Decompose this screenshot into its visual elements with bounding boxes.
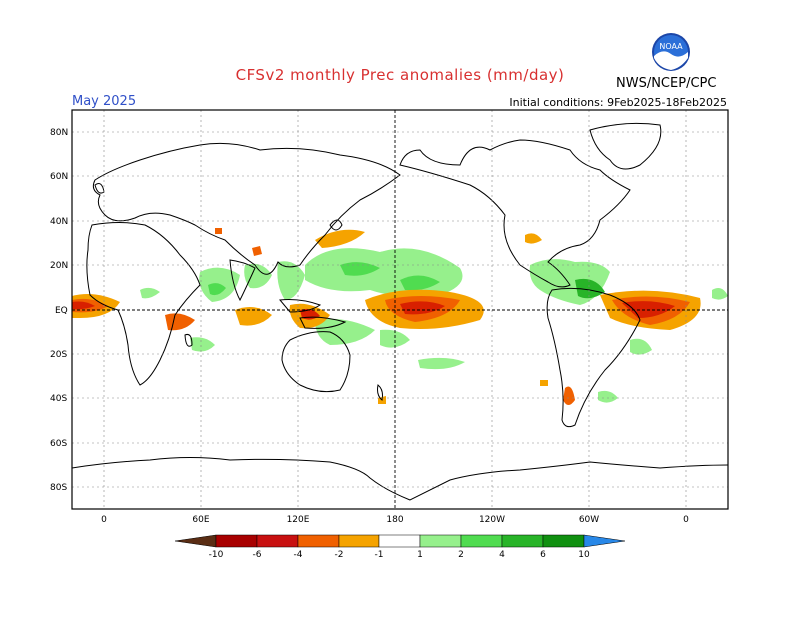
lon-label: 0 — [101, 515, 107, 525]
equator-dateline — [72, 110, 728, 509]
lat-label: 40N — [50, 217, 68, 227]
colorbar-bin — [297, 534, 340, 548]
colorbar-label: -2 — [335, 550, 344, 560]
colorbar-low-arrow — [174, 534, 217, 548]
colorbar-label: 1 — [417, 550, 423, 560]
lon-label: 60E — [192, 515, 209, 525]
lon-label: 180 — [386, 515, 403, 525]
lat-labels: 80N 60N 40N 20N EQ 20S 40S 60S 80S — [50, 128, 68, 493]
wet-anomalies — [140, 248, 728, 403]
agency-label: NWS/NCEP/CPC — [616, 76, 717, 91]
lat-label: EQ — [55, 306, 68, 316]
lat-label: 80S — [50, 483, 67, 493]
logo-text: NOAA — [659, 42, 683, 51]
lat-label: 20S — [50, 350, 67, 360]
graticule — [72, 110, 728, 509]
map-frame — [71, 109, 729, 510]
colorbar-label: 10 — [578, 550, 590, 560]
colorbar-bin — [419, 534, 462, 548]
lon-label: 0 — [683, 515, 689, 525]
lat-label: 60S — [50, 439, 67, 449]
colorbar-label: -1 — [375, 550, 384, 560]
dry-anomalies — [72, 228, 701, 405]
colorbar-label: 4 — [499, 550, 505, 560]
colorbar-high-arrow — [583, 534, 626, 548]
valid-month: May 2025 — [72, 94, 137, 109]
lon-labels: 0 60E 120E 180 120W 60W 0 — [101, 515, 689, 525]
lon-label: 60W — [579, 515, 599, 525]
lat-label: 80N — [50, 128, 68, 138]
colorbar-label: -6 — [253, 550, 262, 560]
colorbar-labels: -10 -6 -4 -2 -1 1 2 4 6 10 — [209, 550, 590, 560]
colorbar-label: 2 — [458, 550, 464, 560]
colorbar-label: 6 — [540, 550, 546, 560]
colorbar-label: -4 — [294, 550, 303, 560]
chart-title: CFSv2 monthly Prec anomalies (mm/day) — [235, 66, 565, 84]
lon-label: 120E — [287, 515, 310, 525]
lat-label: 60N — [50, 172, 68, 182]
colorbar-label: -10 — [209, 550, 224, 560]
lat-label: 20N — [50, 261, 68, 271]
lon-label: 120W — [479, 515, 505, 525]
lat-label: 40S — [50, 394, 67, 404]
colorbar-bin — [338, 534, 380, 548]
colorbar-bin — [542, 534, 585, 548]
colorbar-bin — [215, 534, 258, 548]
colorbar-bin — [256, 534, 299, 548]
colorbar-bin — [378, 534, 421, 548]
noaa-logo: NOAA — [651, 32, 691, 76]
initial-conditions: Initial conditions: 9Feb2025-18Feb2025 — [509, 96, 727, 109]
colorbar — [174, 534, 626, 548]
colorbar-bin — [501, 534, 544, 548]
colorbar-bin — [460, 534, 503, 548]
coastlines — [71, 122, 729, 501]
